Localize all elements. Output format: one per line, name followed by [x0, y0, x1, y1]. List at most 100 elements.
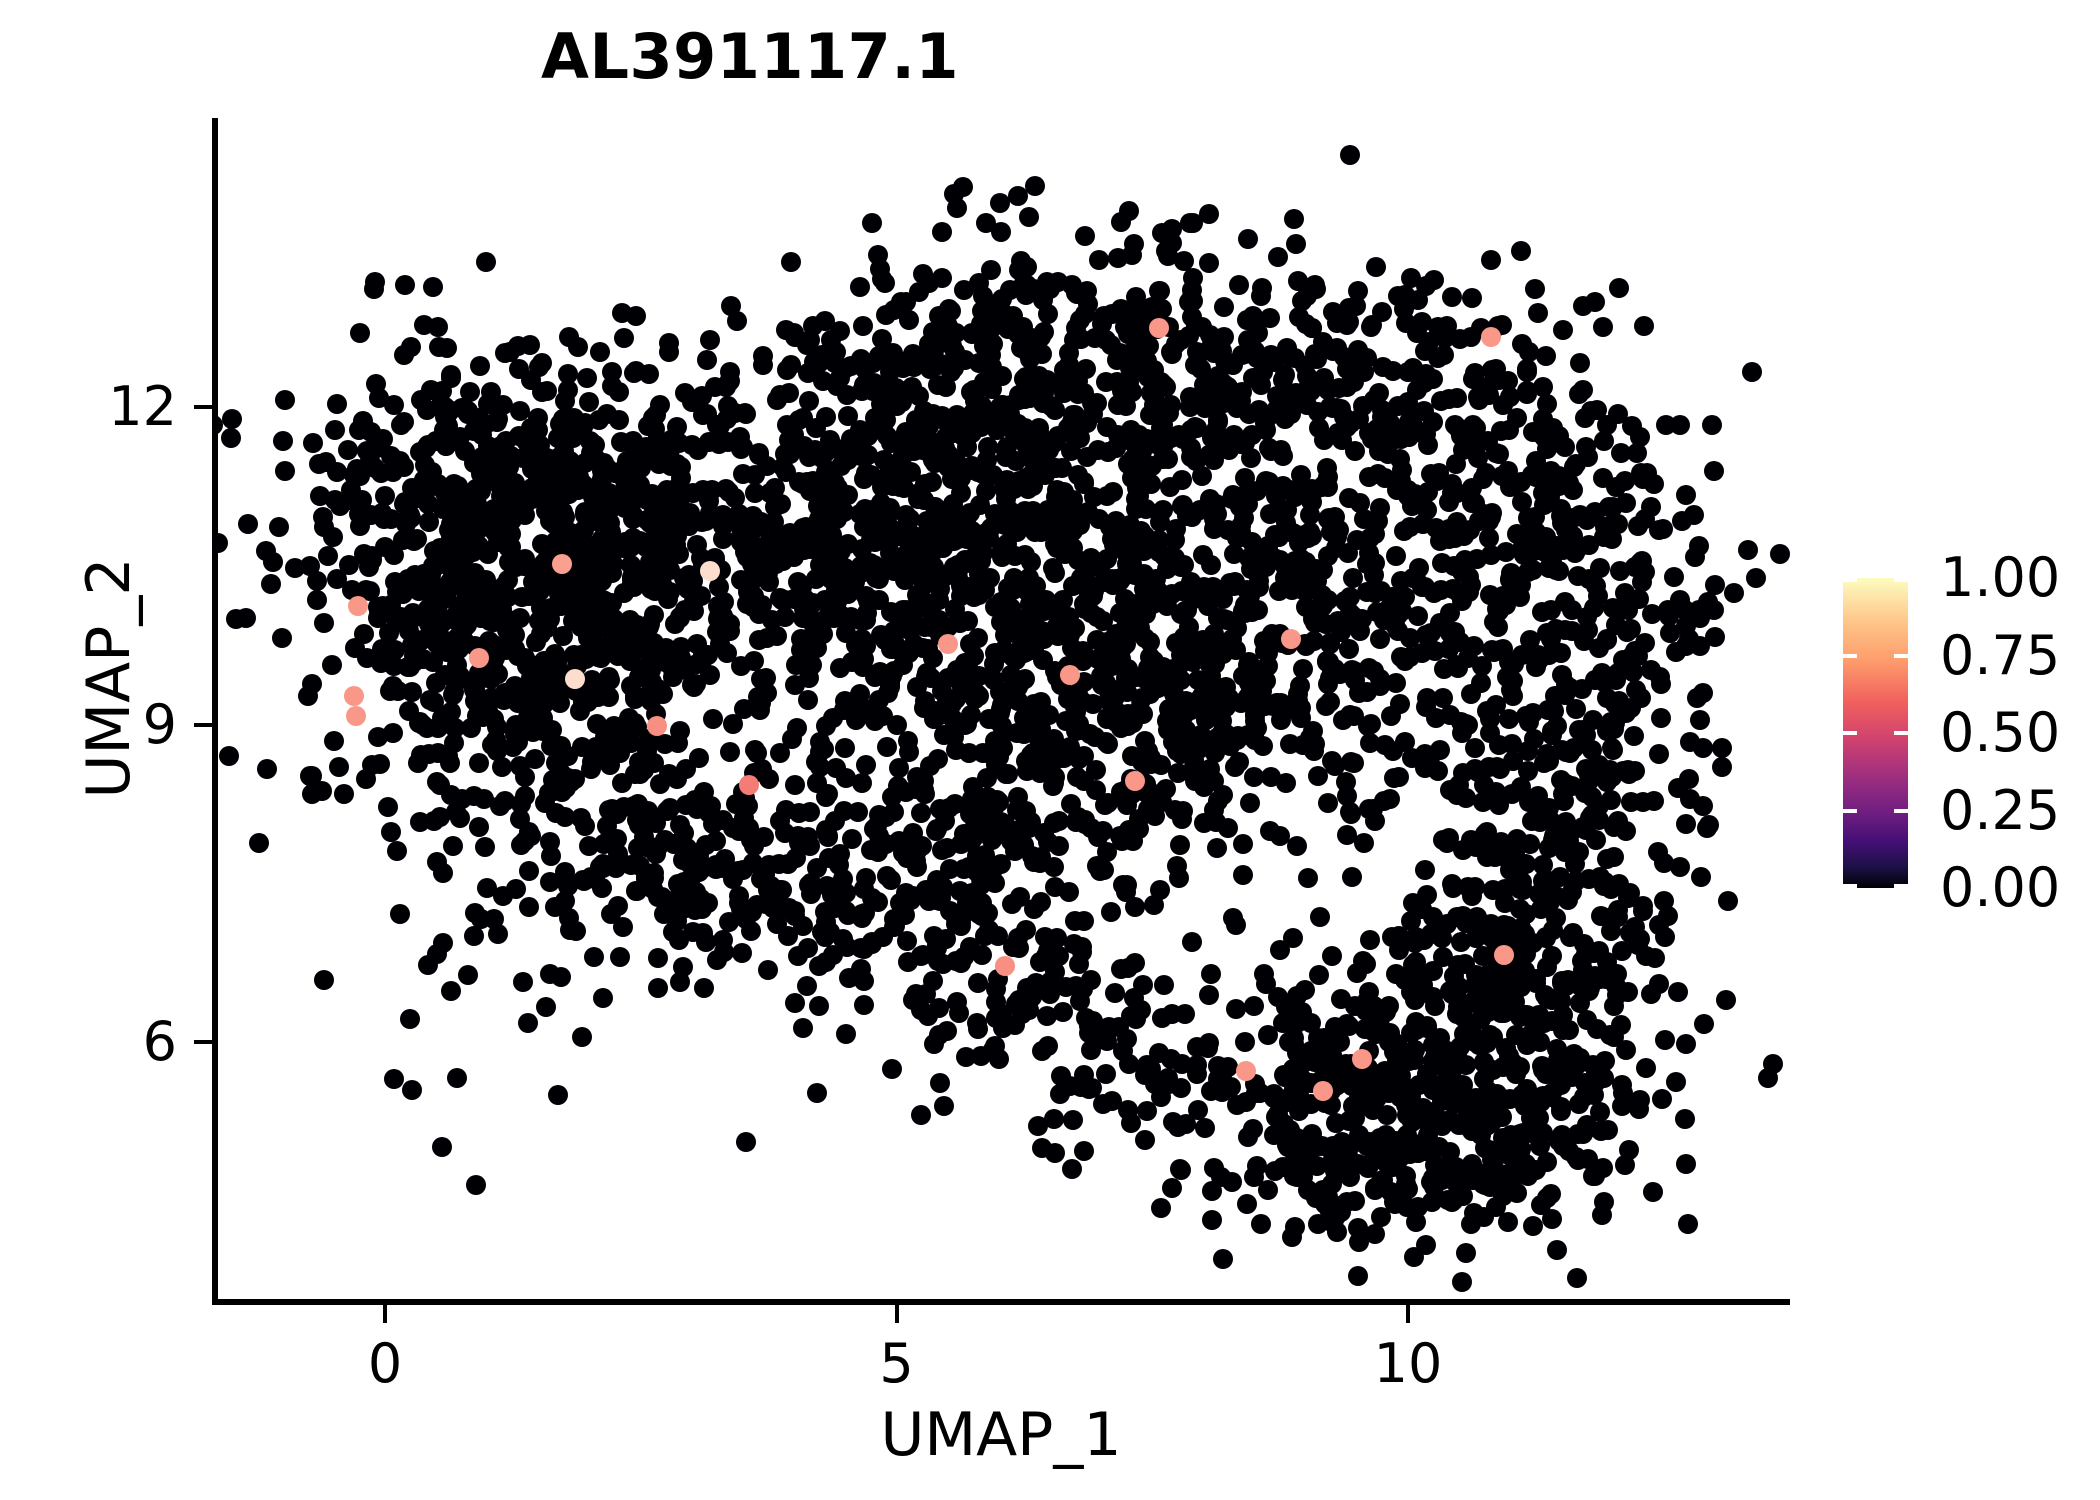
scatter-point	[770, 493, 791, 514]
scatter-point	[1025, 576, 1046, 597]
scatter-point	[1071, 942, 1092, 963]
x-tick-label: 0	[367, 1332, 403, 1395]
scatter-point	[1347, 345, 1368, 366]
scatter-point	[1112, 1041, 1133, 1062]
scatter-point	[913, 547, 934, 568]
scatter-point	[929, 305, 950, 326]
scatter-point	[441, 981, 462, 1002]
scatter-point	[589, 341, 610, 362]
scatter-point	[829, 844, 850, 865]
scatter-point	[440, 527, 461, 548]
scatter-point	[837, 385, 858, 406]
scatter-point	[578, 391, 599, 412]
scatter-point	[226, 609, 247, 630]
scatter-point	[868, 689, 889, 710]
scatter-point	[963, 858, 984, 879]
scatter-point	[1529, 1107, 1550, 1128]
scatter-point	[1044, 1142, 1065, 1163]
colorbar-tick-label: 0.75	[1940, 623, 2061, 687]
scatter-point	[627, 880, 648, 901]
scatter-point	[367, 727, 388, 748]
colorbar-tick-mark	[1843, 731, 1857, 735]
scatter-point	[560, 420, 581, 441]
scatter-point	[670, 971, 691, 992]
colorbar-tick-mark	[1843, 884, 1857, 888]
scatter-point	[1347, 1265, 1368, 1286]
scatter-point	[882, 463, 903, 484]
scatter-point-expressing	[1313, 1080, 1334, 1101]
scatter-point	[881, 1058, 902, 1079]
scatter-point-expressing	[647, 715, 668, 736]
scatter-point	[1525, 1006, 1545, 1027]
scatter-point	[1433, 829, 1454, 850]
x-tick-mark	[1406, 1305, 1410, 1323]
scatter-point	[784, 992, 805, 1013]
scatter-point	[682, 922, 703, 943]
scatter-point	[1225, 915, 1246, 936]
scatter-point	[1407, 965, 1428, 986]
scatter-point	[323, 730, 344, 751]
scatter-point	[498, 609, 519, 630]
scatter-point	[990, 853, 1011, 874]
scatter-point	[919, 515, 940, 536]
scatter-point	[1550, 1096, 1571, 1117]
scatter-point	[800, 883, 821, 904]
scatter-point	[1184, 588, 1205, 609]
scatter-point	[1566, 454, 1587, 475]
scatter-point-expressing	[937, 634, 958, 655]
scatter-point	[968, 904, 989, 925]
scatter-point	[733, 860, 753, 881]
scatter-point	[1326, 537, 1347, 558]
scatter-point	[520, 668, 541, 689]
scatter-point	[1098, 442, 1119, 463]
scatter-point	[915, 666, 936, 687]
colorbar-tick-mark	[1894, 884, 1908, 888]
scatter-point	[1687, 687, 1708, 708]
scatter-point	[1275, 555, 1296, 576]
scatter-point	[717, 409, 738, 430]
scatter-point	[959, 459, 980, 480]
scatter-point	[518, 821, 539, 842]
scatter-point	[1047, 625, 1068, 646]
scatter-point	[780, 252, 801, 273]
scatter-point	[624, 442, 645, 463]
scatter-point	[1431, 927, 1452, 948]
scatter-point	[906, 779, 927, 800]
scatter-point	[426, 852, 447, 873]
scatter-point	[651, 443, 672, 464]
scatter-point	[1607, 875, 1628, 896]
scatter-point	[1118, 957, 1139, 978]
scatter-point	[580, 759, 601, 780]
scatter-point	[487, 924, 508, 945]
scatter-point	[1043, 857, 1064, 878]
scatter-point	[1075, 226, 1096, 247]
scatter-point	[1394, 284, 1415, 305]
scatter-point	[805, 439, 826, 460]
scatter-point	[1616, 820, 1637, 841]
scatter-point-expressing	[1149, 317, 1170, 338]
scatter-point	[1252, 735, 1273, 756]
scatter-point	[609, 381, 630, 402]
scatter-point	[378, 622, 399, 643]
scatter-point	[1162, 218, 1183, 239]
scatter-point	[1233, 833, 1254, 854]
colorbar: 1.00 0.75 0.50 0.25 0.00	[1843, 551, 2093, 915]
scatter-point	[1073, 473, 1094, 494]
y-axis-spine	[212, 118, 218, 1304]
scatter-point	[1013, 273, 1034, 294]
scatter-point	[448, 509, 469, 529]
scatter-point	[1285, 233, 1306, 254]
x-tick-label: 10	[1373, 1332, 1443, 1395]
scatter-point	[1511, 241, 1532, 262]
scatter-point	[906, 838, 927, 859]
scatter-point	[968, 352, 989, 373]
scatter-point	[887, 775, 908, 796]
scatter-point	[1500, 1088, 1521, 1109]
scatter-point	[1544, 700, 1565, 721]
scatter-point	[410, 811, 431, 832]
scatter-point	[1219, 572, 1240, 593]
scatter-point	[1229, 275, 1249, 296]
scatter-point	[807, 1082, 828, 1103]
colorbar-tick-label: 0.50	[1940, 701, 2061, 764]
scatter-point	[1421, 623, 1442, 644]
